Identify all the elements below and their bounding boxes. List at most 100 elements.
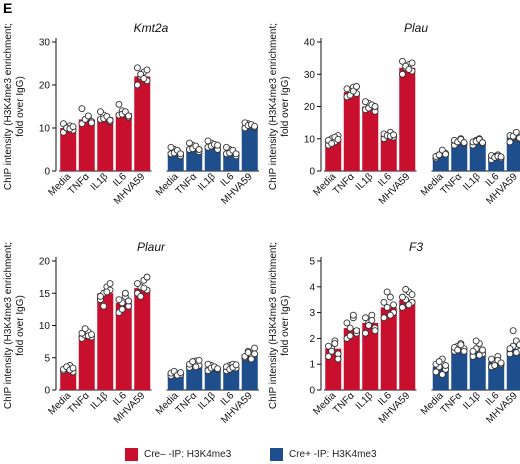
y-axis-label-line: ChIP intensity (H3K4me3 enrichment; xyxy=(268,23,279,190)
bar xyxy=(343,328,360,390)
panel-label: E xyxy=(3,0,13,16)
data-point xyxy=(334,135,342,143)
chart-3: Plaur ChIP intensity (H3K4me3 enrichment;… xyxy=(3,240,259,426)
data-point xyxy=(328,140,336,148)
data-point xyxy=(331,340,339,348)
chart-4: F3 ChIP intensity (H3K4me3 enrichment;fol… xyxy=(268,240,520,426)
data-point xyxy=(438,371,446,378)
data-point xyxy=(402,285,410,293)
legend-swatch-cre-minus xyxy=(125,448,138,461)
data-point xyxy=(479,346,486,354)
legend-label-cre-minus: Cre– -IP: H3K4me3 xyxy=(144,449,232,460)
data-point xyxy=(380,298,388,306)
data-point xyxy=(469,347,477,355)
bar xyxy=(115,302,132,390)
x-tick-label: TNFα xyxy=(331,390,357,416)
data-point xyxy=(140,75,148,83)
y-tick-label: 0 xyxy=(44,386,50,397)
bar xyxy=(451,141,468,171)
data-point xyxy=(192,363,200,371)
x-tick-label: TNFα xyxy=(66,390,92,416)
data-point xyxy=(106,280,114,288)
y-tick-label: 4 xyxy=(309,282,315,293)
data-point xyxy=(88,331,96,338)
data-point xyxy=(353,327,360,335)
data-point xyxy=(491,362,499,369)
data-point xyxy=(232,150,240,158)
y-tick-label: 40 xyxy=(304,38,316,49)
legend: Cre– -IP: H3K4me3 Cre+ -IP: H3K4me3 xyxy=(0,446,520,464)
x-tick-label: IL1β xyxy=(89,390,111,412)
data-point xyxy=(346,332,354,340)
x-tick-label: TNFα xyxy=(331,171,357,197)
data-point xyxy=(472,337,480,345)
y-tick-label: 0 xyxy=(44,167,50,178)
data-point xyxy=(69,123,77,131)
data-point xyxy=(442,362,449,369)
data-point xyxy=(167,143,175,151)
chart-title: Plaur xyxy=(137,240,166,254)
data-point xyxy=(506,345,514,353)
data-point xyxy=(78,105,86,113)
data-point xyxy=(435,358,443,366)
data-point xyxy=(408,291,416,298)
y-tick-label: 30 xyxy=(39,38,51,49)
bar xyxy=(78,335,95,390)
data-point xyxy=(177,369,185,377)
legend-label-cre-plus: Cre+ -IP: H3K4me3 xyxy=(289,449,377,460)
chart-title: Kmt2a xyxy=(134,21,169,35)
data-point xyxy=(325,342,332,350)
x-tick-label: IL1β xyxy=(354,171,376,193)
bar xyxy=(380,307,397,390)
bar xyxy=(399,67,416,171)
bar xyxy=(241,125,258,171)
bar xyxy=(380,135,397,171)
bar xyxy=(115,112,132,171)
data-point xyxy=(115,100,123,108)
data-point xyxy=(143,273,151,281)
data-point xyxy=(177,150,185,158)
y-tick-label: 20 xyxy=(39,81,51,92)
data-point xyxy=(133,81,141,89)
data-point xyxy=(343,319,351,327)
y-tick-label: 15 xyxy=(39,289,51,300)
data-point xyxy=(362,314,369,322)
chart-title: Plau xyxy=(404,21,428,35)
x-tick-label: TNFα xyxy=(66,171,92,197)
data-point xyxy=(125,297,133,305)
bar xyxy=(362,106,379,171)
bar xyxy=(97,117,114,171)
x-tick-label: IL1β xyxy=(461,171,483,193)
data-point xyxy=(475,351,483,359)
y-tick-label: 3 xyxy=(309,308,315,319)
y-tick-label: 2 xyxy=(309,334,315,345)
data-point xyxy=(195,356,203,364)
data-point xyxy=(405,301,413,309)
data-point xyxy=(204,137,212,145)
y-tick-label: 1 xyxy=(309,360,315,371)
y-tick-label: 30 xyxy=(304,70,316,81)
legend-item-cre-plus: Cre+ -IP: H3K4me3 xyxy=(270,448,377,461)
y-tick-label: 5 xyxy=(309,257,315,268)
x-tick-label: TNFα xyxy=(439,390,465,416)
data-point xyxy=(399,303,406,311)
data-point xyxy=(362,98,369,106)
data-point xyxy=(195,146,203,153)
data-point xyxy=(497,359,505,367)
y-axis-label-line: fold over IgG) xyxy=(280,76,291,137)
y-tick-label: 10 xyxy=(39,321,51,332)
data-point xyxy=(383,303,391,311)
bar xyxy=(134,76,151,171)
x-tick-label: TNFα xyxy=(439,171,465,197)
data-point xyxy=(516,134,520,142)
data-point xyxy=(133,64,141,72)
bar xyxy=(362,322,379,390)
y-tick-label: 0 xyxy=(309,386,315,397)
y-axis-label-line: fold over IgG) xyxy=(15,295,26,356)
data-point xyxy=(251,122,259,130)
data-point xyxy=(386,293,394,301)
chart-1: Kmt2a ChIP intensity (H3K4me3 enrichment;… xyxy=(3,21,259,207)
y-axis-label-line: ChIP intensity (H3K4me3 enrichment; xyxy=(268,242,279,409)
y-axis-label: ChIP intensity (H3K4me3 enrichment;fold … xyxy=(3,242,26,409)
data-point xyxy=(133,280,141,288)
